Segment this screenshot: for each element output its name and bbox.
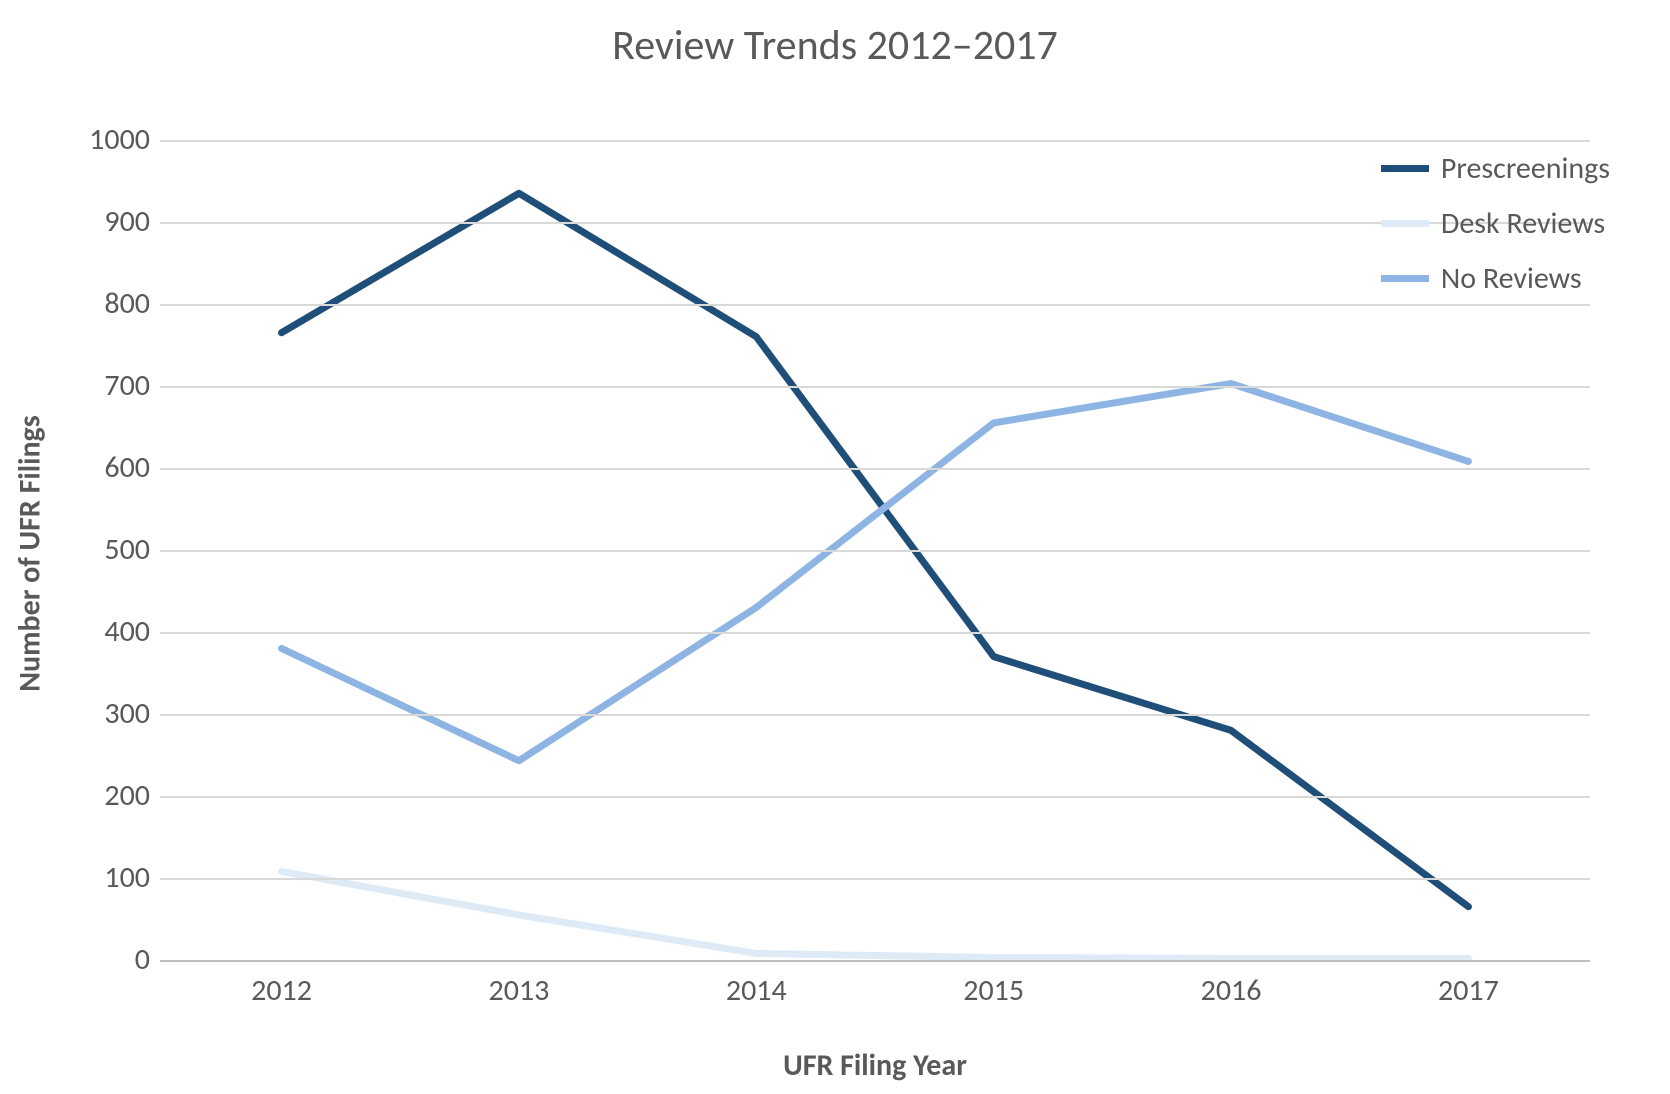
legend-swatch	[1381, 165, 1429, 172]
y-tick-label: 400	[60, 613, 150, 650]
gridline	[160, 632, 1590, 634]
y-tick-label: 600	[60, 449, 150, 486]
y-tick-label: 300	[60, 695, 150, 732]
gridline	[160, 222, 1590, 224]
legend-label: Prescreenings	[1441, 150, 1610, 187]
x-tick-label: 2012	[251, 972, 312, 1009]
y-axis-label: Number of UFR Filings	[12, 144, 49, 964]
legend-label: Desk Reviews	[1441, 205, 1605, 242]
gridline	[160, 550, 1590, 552]
gridline	[160, 796, 1590, 798]
x-axis-label: UFR Filing Year	[160, 1047, 1590, 1084]
y-tick-label: 200	[60, 777, 150, 814]
gridline	[160, 304, 1590, 306]
chart-title: Review Trends 2012–2017	[0, 20, 1670, 71]
gridline	[160, 468, 1590, 470]
x-tick-label: 2016	[1201, 972, 1262, 1009]
y-tick-label: 1000	[60, 121, 150, 158]
series-line	[282, 871, 1469, 958]
legend-item: Desk Reviews	[1381, 205, 1610, 242]
y-tick-label: 500	[60, 531, 150, 568]
gridline	[160, 140, 1590, 142]
gridline	[160, 878, 1590, 880]
x-tick-label: 2015	[963, 972, 1024, 1009]
x-tick-label: 2013	[489, 972, 550, 1009]
y-tick-label: 100	[60, 859, 150, 896]
gridline	[160, 714, 1590, 716]
x-tick-label: 2017	[1438, 972, 1499, 1009]
x-tick-label: 2014	[726, 972, 787, 1009]
line-chart: Review Trends 2012–2017 Number of UFR Fi…	[0, 0, 1670, 1094]
legend-item: No Reviews	[1381, 260, 1610, 297]
plot-area	[160, 140, 1590, 960]
gridline	[160, 960, 1590, 962]
legend-item: Prescreenings	[1381, 150, 1610, 187]
y-tick-label: 0	[60, 941, 150, 978]
legend-swatch	[1381, 275, 1429, 282]
y-tick-label: 700	[60, 367, 150, 404]
legend-label: No Reviews	[1441, 260, 1582, 297]
y-tick-label: 900	[60, 203, 150, 240]
gridline	[160, 386, 1590, 388]
chart-legend: Prescreenings Desk Reviews No Reviews	[1381, 150, 1610, 315]
legend-swatch	[1381, 220, 1429, 227]
series-line	[282, 384, 1469, 761]
y-tick-label: 800	[60, 285, 150, 322]
